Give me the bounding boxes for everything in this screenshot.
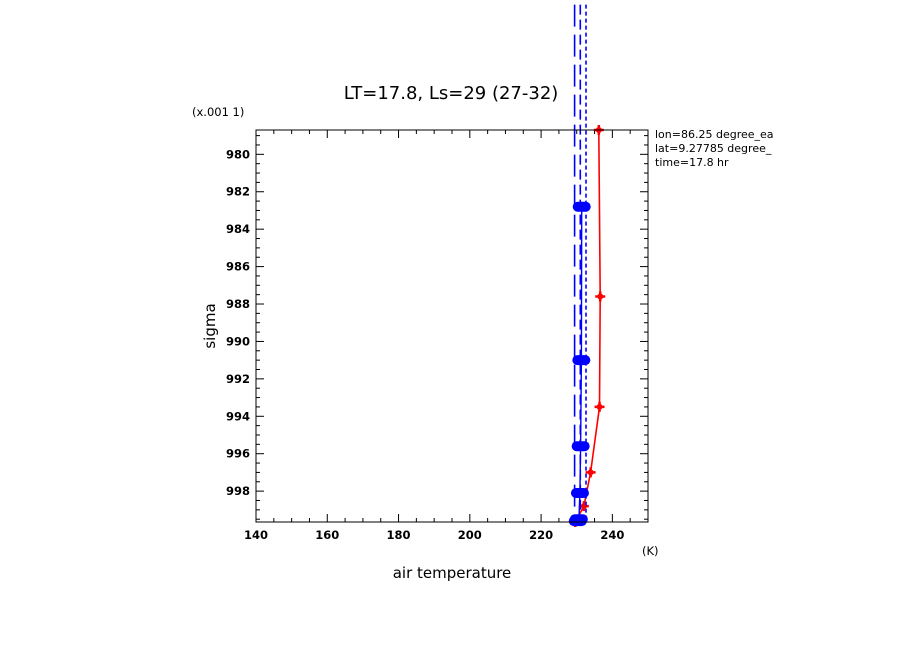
x-tick-label: 200 [458,528,482,542]
y-axis-unit: (x.001 1) [192,105,244,119]
data-point [572,355,591,366]
x-tick-label: 220 [529,528,553,542]
data-point [568,516,587,527]
y-tick-label: 990 [226,334,250,348]
y-tick-label: 984 [226,222,250,236]
x-axis-unit: (K) [642,544,659,558]
annotation-lon: lon=86.25 degree_ea [655,128,774,141]
x-tick-label: 240 [600,528,624,542]
y-tick-label: 980 [226,147,250,161]
y-axis-label: sigma [201,303,219,348]
data-point [596,403,603,410]
y-tick-label: 998 [226,484,250,498]
data-point [572,201,591,212]
y-tick-label: 982 [226,185,250,199]
y-tick-label: 992 [226,372,250,386]
y-tick-label: 988 [226,297,250,311]
data-series [568,4,606,527]
series-1 [570,125,606,527]
x-tick-label: 180 [387,528,411,542]
chart-title: LT=17.8, Ls=29 (27-32) [344,83,559,104]
series-line [574,129,602,523]
x-tick-label: 140 [244,528,268,542]
data-point [587,469,594,476]
annotation-time: time=17.8 hr [655,156,729,169]
annotation-lat: lat=9.27785 degree_ [655,142,772,155]
x-axis-label: air temperature [393,564,512,582]
y-tick-label: 996 [226,447,250,461]
data-point [597,293,604,300]
x-tick-label: 160 [315,528,339,542]
plot-frame [255,129,649,523]
axis-ticks: 140 160 180 200 220 240 980 982 984 986 988 990 992 9… [226,130,649,542]
y-tick-label: 994 [226,409,250,423]
y-tick-label: 986 [226,260,250,274]
